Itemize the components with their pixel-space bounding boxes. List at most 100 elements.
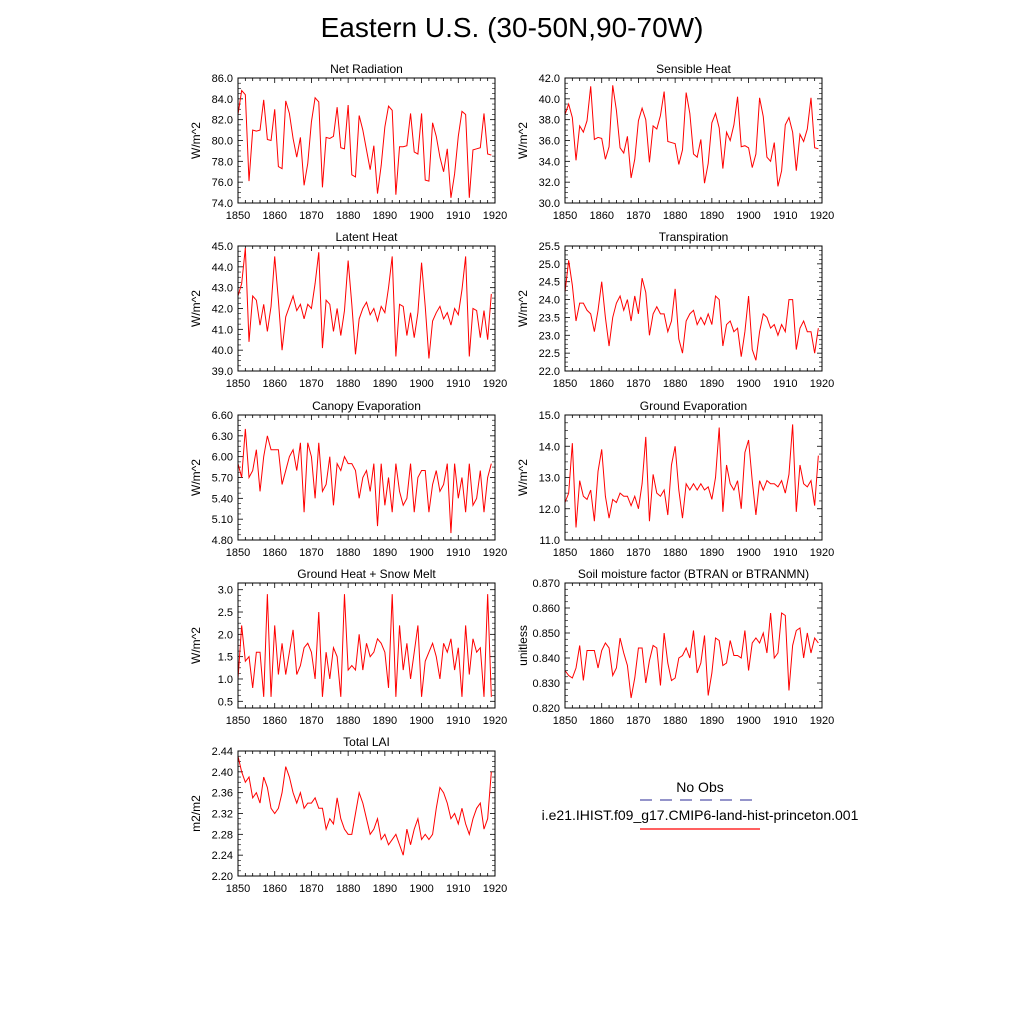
y-tick-label: 23.5 bbox=[539, 312, 560, 324]
y-tick-label: 2.20 bbox=[212, 871, 233, 883]
x-tick-label: 1900 bbox=[409, 378, 433, 390]
x-tick-label: 1910 bbox=[773, 547, 797, 559]
y-tick-label: 2.32 bbox=[212, 809, 233, 821]
y-tick-label: 5.10 bbox=[212, 514, 233, 526]
chart-total-lai: Total LAI m2/m2 1850 1860 1870 1880 1890 1900 19… bbox=[189, 735, 507, 895]
chart-title: Ground Evaporation bbox=[640, 399, 747, 413]
x-tick-label: 1900 bbox=[736, 715, 760, 727]
y-tick-label: 2.40 bbox=[212, 767, 233, 779]
y-axis-label: W/m^2 bbox=[189, 459, 203, 496]
x-tick-label: 1910 bbox=[446, 210, 470, 222]
x-tick-label: 1870 bbox=[299, 378, 323, 390]
y-tick-label: 84.0 bbox=[212, 94, 233, 106]
x-tick-label: 1910 bbox=[446, 715, 470, 727]
x-tick-label: 1860 bbox=[589, 715, 613, 727]
x-tick-label: 1920 bbox=[483, 883, 507, 895]
x-tick-label: 1850 bbox=[226, 378, 250, 390]
y-tick-label: 36.0 bbox=[539, 136, 560, 148]
series-line bbox=[564, 85, 819, 187]
series-line bbox=[237, 89, 492, 198]
y-tick-label: 45.0 bbox=[212, 241, 233, 253]
series-line bbox=[564, 260, 819, 361]
y-axis-label: m2/m2 bbox=[189, 795, 203, 832]
x-tick-label: 1910 bbox=[773, 210, 797, 222]
y-tick-label: 11.0 bbox=[539, 535, 560, 547]
y-tick-label: 13.0 bbox=[539, 473, 560, 485]
plot-frame bbox=[237, 414, 496, 541]
y-tick-label: 15.0 bbox=[539, 410, 560, 422]
plot-frame bbox=[564, 414, 823, 541]
x-tick-label: 1860 bbox=[262, 715, 286, 727]
x-tick-label: 1900 bbox=[409, 883, 433, 895]
series-line bbox=[237, 248, 492, 359]
x-tick-label: 1880 bbox=[663, 547, 687, 559]
x-tick-label: 1910 bbox=[446, 883, 470, 895]
y-tick-label: 30.0 bbox=[539, 198, 560, 210]
x-tick-label: 1880 bbox=[336, 547, 360, 559]
x-tick-label: 1910 bbox=[446, 378, 470, 390]
x-tick-label: 1850 bbox=[553, 378, 577, 390]
chart-canopy-evaporation: Canopy Evaporation W/m^2 1850 1860 1870 1880 1… bbox=[189, 399, 507, 559]
y-tick-label: 39.0 bbox=[212, 366, 233, 378]
x-tick-label: 1860 bbox=[262, 210, 286, 222]
x-tick-label: 1890 bbox=[700, 715, 724, 727]
x-tick-label: 1870 bbox=[626, 547, 650, 559]
y-tick-label: 5.70 bbox=[212, 473, 233, 485]
y-tick-label: 41.0 bbox=[212, 324, 233, 336]
x-tick-label: 1870 bbox=[299, 210, 323, 222]
y-tick-label: 5.40 bbox=[212, 493, 233, 505]
x-tick-label: 1900 bbox=[409, 210, 433, 222]
y-axis-label: W/m^2 bbox=[189, 290, 203, 327]
series-line bbox=[237, 428, 492, 534]
plot-frame bbox=[237, 582, 496, 709]
y-tick-label: 4.80 bbox=[212, 535, 233, 547]
y-axis-label: W/m^2 bbox=[189, 122, 203, 159]
chart-ground-heat-snow-melt: Ground Heat + Snow Melt W/m^2 1850 1860 1870… bbox=[189, 567, 507, 727]
x-tick-label: 1890 bbox=[373, 715, 397, 727]
chart-sensible-heat: Sensible Heat W/m^2 1850 1860 1870 1880 1890 19… bbox=[516, 62, 834, 222]
y-tick-label: 0.820 bbox=[532, 703, 560, 715]
x-tick-label: 1920 bbox=[810, 547, 834, 559]
y-tick-label: 43.0 bbox=[212, 283, 233, 295]
y-axis-label: W/m^2 bbox=[516, 290, 530, 327]
x-tick-label: 1880 bbox=[336, 883, 360, 895]
x-tick-label: 1900 bbox=[409, 715, 433, 727]
x-tick-label: 1880 bbox=[663, 378, 687, 390]
y-tick-label: 34.0 bbox=[539, 156, 560, 168]
y-tick-label: 22.5 bbox=[539, 348, 560, 360]
chart-title: Total LAI bbox=[343, 735, 390, 749]
x-tick-label: 1860 bbox=[589, 210, 613, 222]
chart-title: Sensible Heat bbox=[656, 62, 731, 76]
chart-transpiration: Transpiration W/m^2 1850 1860 1870 1880 1890 19… bbox=[516, 230, 834, 390]
chart-title: Transpiration bbox=[659, 230, 729, 244]
y-tick-label: 0.5 bbox=[218, 696, 233, 708]
chart-soil-moisture-factor-btran-or-btranmn: Soil moisture factor (BTRAN or BTRANMN) u… bbox=[516, 567, 834, 727]
main-title: Eastern U.S. (30-50N,90-70W) bbox=[320, 12, 704, 43]
x-tick-label: 1900 bbox=[736, 378, 760, 390]
x-tick-label: 1880 bbox=[336, 715, 360, 727]
x-tick-label: 1850 bbox=[226, 210, 250, 222]
x-tick-label: 1900 bbox=[736, 547, 760, 559]
x-tick-label: 1920 bbox=[483, 715, 507, 727]
y-axis-label: W/m^2 bbox=[516, 459, 530, 496]
plot-frame bbox=[237, 750, 496, 877]
x-tick-label: 1900 bbox=[736, 210, 760, 222]
x-tick-label: 1890 bbox=[373, 547, 397, 559]
chart-title: Soil moisture factor (BTRAN or BTRANMN) bbox=[578, 567, 809, 581]
x-tick-label: 1870 bbox=[299, 883, 323, 895]
y-axis-label: unitless bbox=[516, 625, 530, 666]
y-tick-label: 0.860 bbox=[532, 603, 560, 615]
x-tick-label: 1890 bbox=[373, 883, 397, 895]
x-tick-label: 1860 bbox=[589, 547, 613, 559]
y-tick-label: 0.850 bbox=[532, 628, 560, 640]
y-tick-label: 86.0 bbox=[212, 73, 233, 85]
legend-obs-swatch bbox=[640, 799, 760, 801]
y-tick-label: 42.0 bbox=[212, 304, 233, 316]
y-tick-label: 12.0 bbox=[539, 504, 560, 516]
x-tick-label: 1880 bbox=[663, 210, 687, 222]
y-tick-label: 0.870 bbox=[532, 578, 560, 590]
y-tick-label: 38.0 bbox=[539, 115, 560, 127]
y-tick-label: 6.60 bbox=[212, 410, 233, 422]
x-tick-label: 1910 bbox=[773, 715, 797, 727]
